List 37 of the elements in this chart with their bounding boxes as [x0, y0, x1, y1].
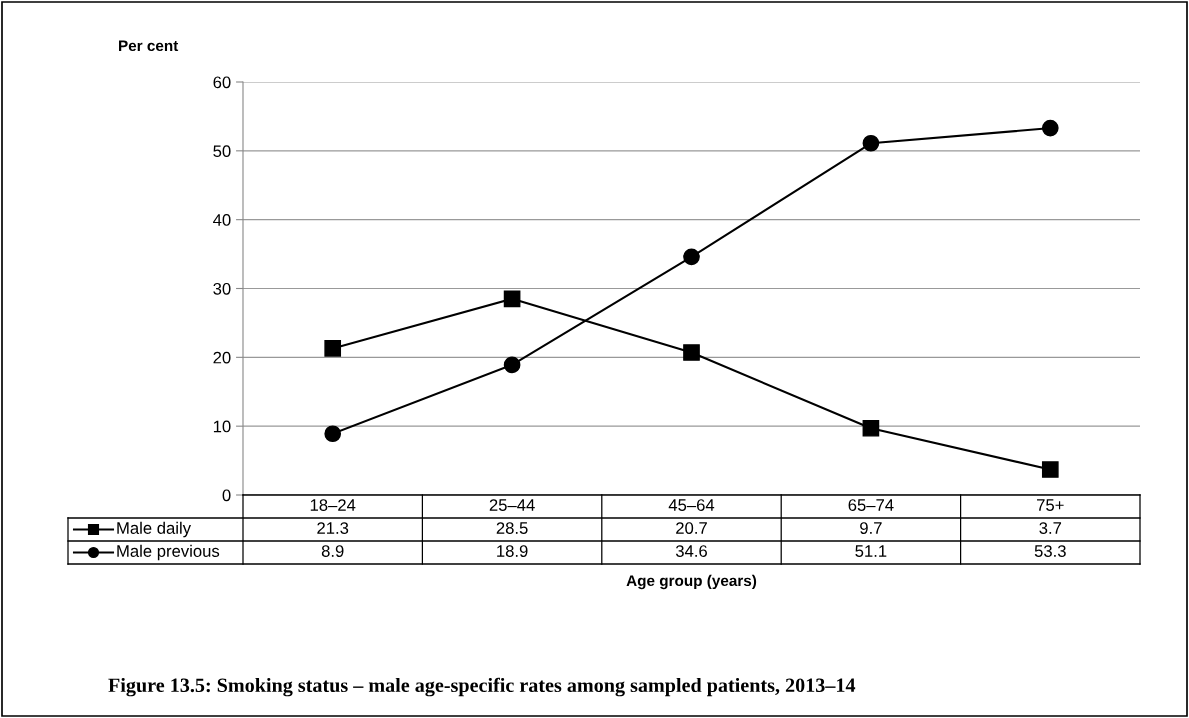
x-tick-label: 75+ [1037, 499, 1064, 511]
y-tick-label: 0 [222, 489, 231, 502]
point [683, 344, 700, 361]
y-tick-label: 30 [213, 282, 231, 295]
y-axis-title: Per cent [119, 40, 179, 52]
y-tick-label: 40 [213, 214, 231, 226]
point [324, 425, 342, 443]
data-label: 9.7 [860, 522, 882, 534]
point [1041, 461, 1059, 478]
x-tick-label: 25–44 [489, 499, 535, 511]
y-tick-label: 50 [213, 145, 231, 158]
data-label: 20.7 [676, 522, 707, 534]
y-tick-label: 10 [213, 420, 231, 433]
point [503, 356, 521, 374]
data-label: 18.9 [497, 545, 528, 557]
data-label: 28.5 [496, 522, 528, 534]
x-tick-label: 18–24 [310, 499, 356, 511]
x-tick-label: 45–64 [668, 499, 715, 511]
point [862, 419, 880, 437]
data-label: 21.3 [317, 522, 349, 534]
data-label: 8.9 [321, 545, 344, 557]
x-tick-label: 65–74 [848, 499, 894, 511]
legend-label: Male daily [117, 521, 191, 538]
point [503, 290, 521, 308]
data-label: 3.7 [1039, 522, 1062, 534]
x-axis-title: Age group (years) [626, 574, 757, 590]
data-label: 51.1 [855, 545, 887, 557]
point [862, 134, 880, 152]
point [1041, 119, 1059, 137]
point [683, 248, 700, 266]
data-label: 34.6 [675, 545, 707, 557]
legend-label: Male previous [117, 544, 220, 561]
y-tick-label: 60 [213, 76, 231, 89]
data-label: 53.3 [1034, 545, 1066, 557]
y-tick-label: 20 [213, 351, 231, 364]
point [324, 340, 342, 357]
text: Figure 13.5: Smoking status – male age-specific rates among sampled patients, 2013–14 [108, 677, 856, 697]
